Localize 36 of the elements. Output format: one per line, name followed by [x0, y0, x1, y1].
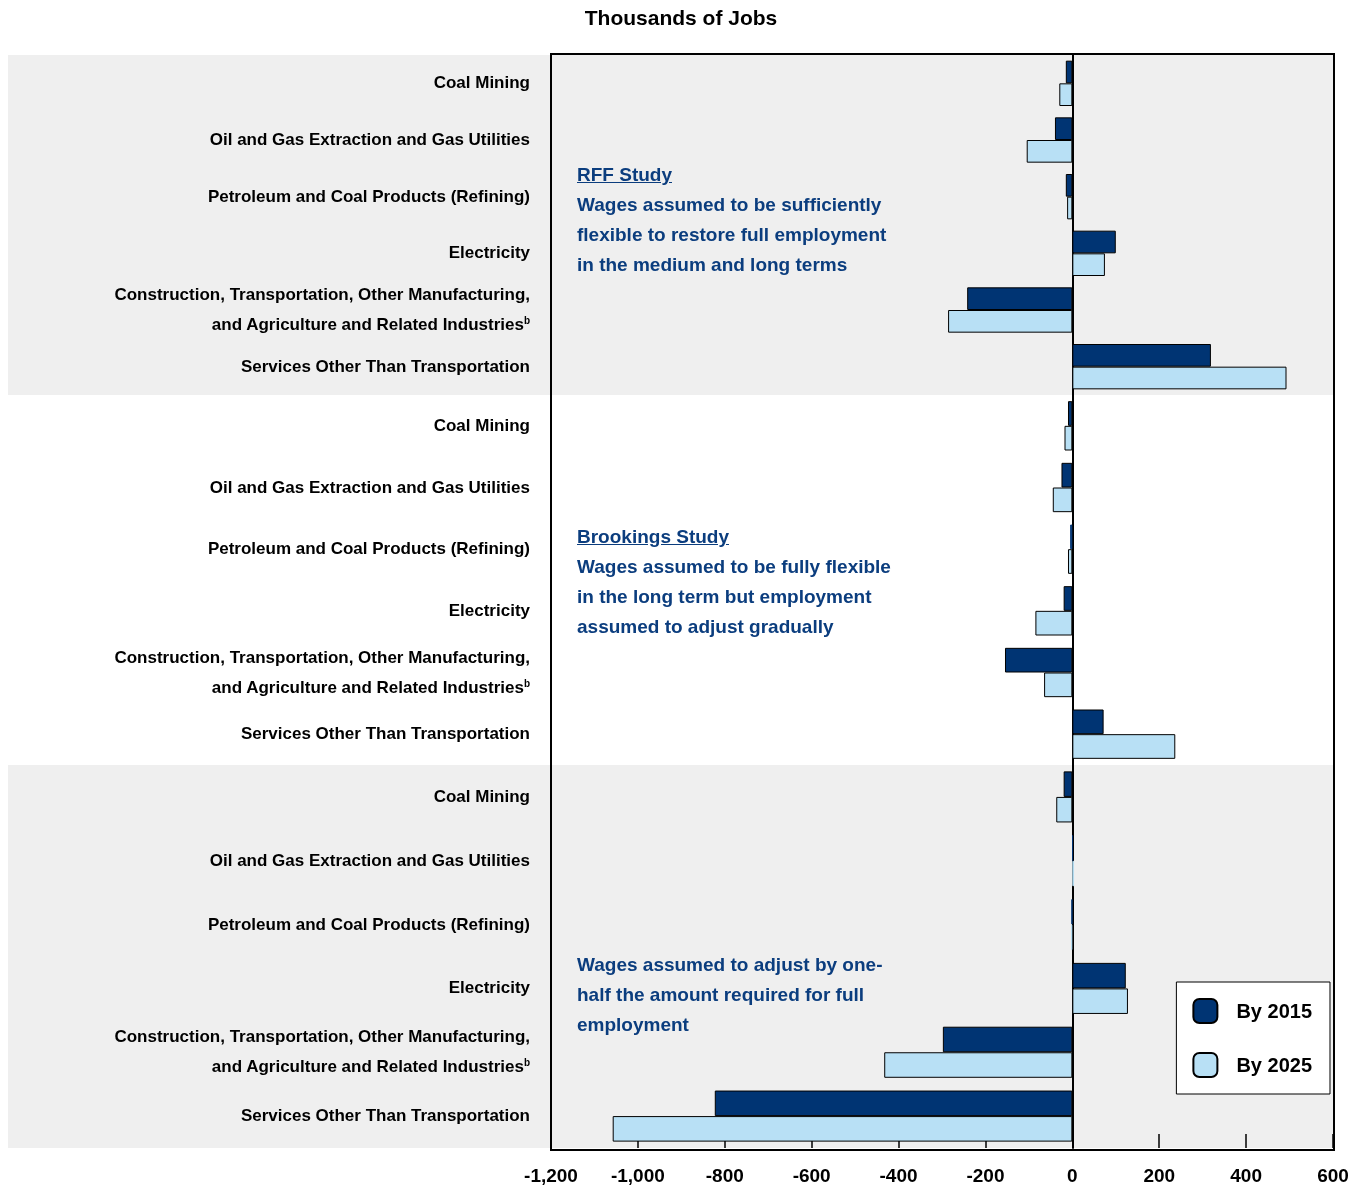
annotation: Wages assumed to be fully flexible in the long term but employment assumed to adjust gradually — [577, 555, 892, 639]
x-tick-label: -1,200 — [524, 1165, 578, 1186]
y-tick-label: Coal Mining — [432, 414, 530, 437]
y-tick-label: Petroleum and Coal Products (Refining) — [206, 538, 530, 561]
x-tick-label: 0 — [1067, 1165, 1078, 1186]
x-tick-label: -200 — [966, 1165, 1005, 1186]
y-tick-label: Oil and Gas Extraction and Gas Utilities — [208, 476, 530, 499]
x-tick-label: -1,000 — [610, 1165, 665, 1186]
y-tick-label: Construction, Transportation, Other Manufacturing, and Agriculture and Related Industries$^{b}$ — [113, 646, 530, 699]
annotation: Wages assumed to adjust by one-half the amount required for full employment — [577, 953, 884, 1037]
annotation: Wages assumed to be sufficiently flexible to restore full employment in the medium and long terms — [577, 193, 888, 277]
chart-title: Thousands of Jobs — [583, 6, 779, 30]
legend-label: By 2025 — [1236, 1054, 1313, 1076]
y-tick-label: Coal Mining — [432, 785, 530, 808]
y-tick-label: Electricity — [447, 242, 530, 265]
x-tick-label: -400 — [879, 1165, 918, 1186]
y-tick-label: Services Other Than Transportation — [239, 723, 530, 746]
legend-label: By 2015 — [1236, 1000, 1313, 1022]
x-tick-label: 600 — [1317, 1165, 1349, 1186]
y-tick-label: Electricity — [447, 977, 530, 1000]
y-tick-label: Oil and Gas Extraction and Gas Utilities — [208, 129, 530, 151]
y-tick-label: Petroleum and Coal Products (Refining) — [206, 185, 530, 208]
y-tick-label: Oil and Gas Extraction and Gas Utilities — [208, 849, 530, 872]
y-tick-label: Electricity — [447, 599, 530, 622]
y-tick-label: Coal Mining — [432, 72, 530, 95]
y-tick-label: Services Other Than Transportation — [239, 355, 530, 378]
x-tick-label: -600 — [792, 1165, 831, 1186]
annotation: Brookings Study — [577, 525, 730, 549]
x-tick-label: 200 — [1143, 1165, 1176, 1186]
x-tick-label: -800 — [705, 1165, 744, 1186]
y-tick-label: Construction, Transportation, Other Manufacturing, and Agriculture and Related Industries$^{b}$ — [113, 1025, 530, 1079]
y-tick-label: Services Other Than Transportation — [239, 1105, 530, 1128]
y-tick-label: Petroleum and Coal Products (Refining) — [206, 913, 530, 936]
x-tick-label: 400 — [1230, 1165, 1262, 1186]
y-tick-label: Construction, Transportation, Other Manufacturing, and Agriculture and Related Industries$^{b}$ — [113, 283, 530, 337]
annotation: RFF Study — [577, 163, 673, 187]
